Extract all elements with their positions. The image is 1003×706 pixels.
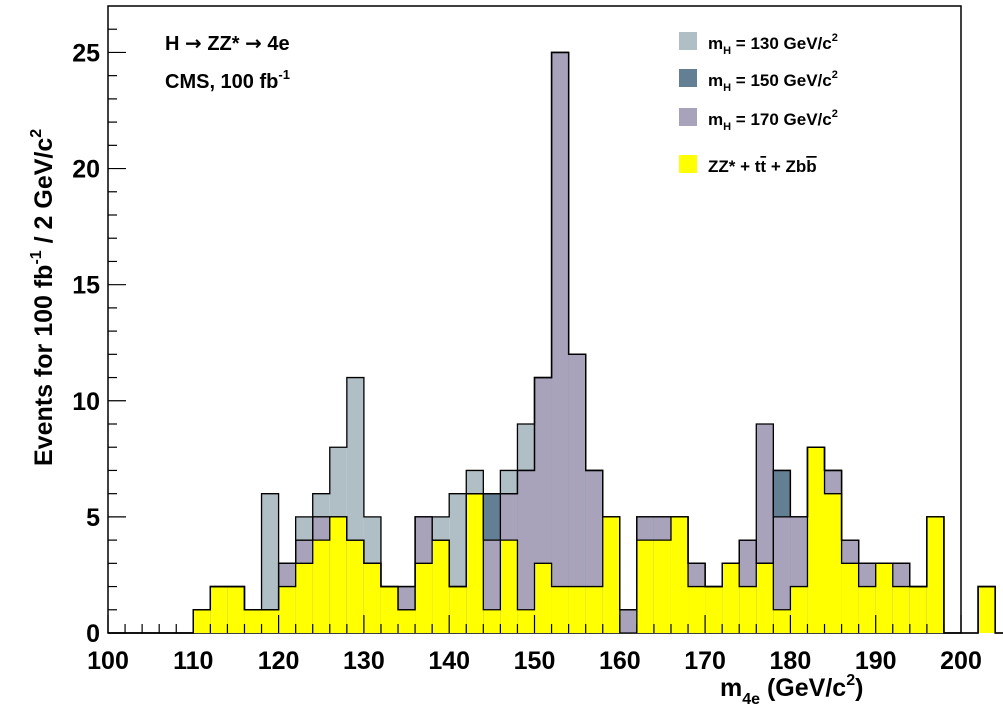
- x-tick-label: 160: [599, 647, 641, 675]
- legend-label-bkg: ZZ* + tt + Zbb: [708, 157, 817, 176]
- x-tick-label: 110: [173, 647, 213, 675]
- bar-bkg-134: [398, 609, 416, 633]
- bar-bkg-182: [807, 447, 825, 633]
- legend-label-mh130: mH = 130 GeV/c2: [708, 32, 838, 57]
- legend-swatch-mh130: [679, 32, 697, 50]
- bar-mh170-154: [568, 354, 586, 633]
- bar-bkg-124: [312, 540, 330, 633]
- bar-bkg-122: [295, 563, 313, 633]
- x-tick-label: 200: [940, 647, 982, 675]
- bar-bkg-202: [978, 586, 996, 633]
- bar-bkg-166: [670, 516, 689, 633]
- axes-ticks: [107, 28, 962, 634]
- bar-bkg-176: [756, 563, 774, 633]
- bar-mh170-152: [551, 52, 569, 633]
- bar-bkg-114: [227, 586, 245, 633]
- bar-bkg-138: [432, 540, 450, 633]
- bar-bkg-132: [380, 586, 399, 633]
- step-outline-mh170: [108, 51, 1003, 634]
- legend: mH = 130 GeV/c2 mH = 150 GeV/c2 mH = 170 G…: [679, 32, 838, 176]
- bar-bkg-142: [466, 493, 484, 633]
- bar-bkg-168: [688, 586, 706, 633]
- y-tick-label: 20: [72, 156, 100, 184]
- bar-bkg-120: [278, 586, 296, 633]
- bar-bkg-178: [773, 609, 791, 633]
- bar-bkg-184: [824, 493, 842, 633]
- bar-bkg-180: [790, 586, 808, 633]
- x-tick-label: 190: [855, 647, 897, 675]
- bar-bkg-156: [585, 586, 603, 633]
- x-tick-label: 180: [770, 647, 812, 675]
- bar-bkg-118: [261, 609, 279, 633]
- bar-bkg-154: [568, 586, 586, 633]
- title-luminosity: CMS, 100 fb-1: [165, 67, 290, 93]
- bar-mh130-118: [261, 493, 279, 633]
- tick-labels: 100 110 120 130 140 150 160 170 180 190 200 0 5 10 15 2…: [72, 39, 982, 675]
- bar-bkg-150: [534, 563, 552, 633]
- bar-bkg-152: [551, 586, 569, 633]
- step-outline-bkg: [108, 446, 1003, 634]
- title-process: H → ZZ* → 4e: [165, 31, 290, 55]
- bar-bkg-174: [739, 586, 757, 633]
- y-tick-label: 10: [72, 388, 100, 416]
- x-tick-label: 150: [514, 647, 556, 675]
- bar-bkg-144: [483, 609, 501, 633]
- x-tick-label: 140: [428, 647, 470, 675]
- histogram-outline: [108, 51, 1003, 634]
- y-tick-label: 15: [72, 272, 100, 300]
- x-axis-label: m4e (GeV/c2): [720, 672, 863, 706]
- bar-bkg-112: [210, 586, 228, 633]
- x-tick-label: 170: [684, 647, 726, 675]
- bar-bkg-190: [875, 563, 893, 633]
- x-tick-label: 120: [258, 647, 300, 675]
- bar-bkg-128: [346, 540, 364, 633]
- y-tick-label: 0: [86, 620, 100, 648]
- bar-bkg-136: [415, 563, 433, 633]
- bar-bkg-110: [193, 609, 211, 633]
- y-tick-label: 25: [72, 39, 100, 67]
- bar-bkg-140: [449, 586, 467, 633]
- bar-bkg-130: [363, 563, 381, 633]
- y-tick-label: 5: [86, 504, 100, 532]
- bar-bkg-116: [244, 609, 262, 633]
- bar-mh170-178: [773, 516, 791, 633]
- bar-bkg-186: [841, 563, 859, 633]
- bar-bkg-146: [500, 540, 518, 633]
- legend-label-mh150: mH = 150 GeV/c2: [708, 69, 838, 94]
- bar-bkg-188: [858, 586, 876, 633]
- bar-bkg-164: [653, 540, 671, 633]
- x-tick-label: 100: [87, 647, 129, 675]
- bar-bkg-126: [329, 516, 347, 633]
- x-tick-label: 130: [343, 647, 385, 675]
- bar-bkg-158: [602, 516, 620, 633]
- bar-bkg-170: [705, 586, 723, 633]
- bar-mh170-160: [619, 609, 637, 633]
- bar-bkg-148: [517, 609, 535, 633]
- bar-bkg-162: [636, 540, 654, 633]
- legend-swatch-mh150: [679, 69, 697, 87]
- legend-swatch-mh170: [679, 108, 697, 126]
- histogram-bars: [193, 52, 996, 633]
- bar-bkg-172: [722, 563, 740, 633]
- y-axis-label: Events for 100 fb-1 / 2 GeV/c2: [28, 129, 58, 466]
- legend-label-mh170: mH = 170 GeV/c2: [708, 108, 838, 133]
- bar-bkg-194: [909, 586, 927, 633]
- legend-swatch-bkg: [679, 155, 697, 173]
- bar-bkg-196: [926, 516, 944, 633]
- bar-bkg-192: [892, 586, 910, 633]
- bar-mh170-148: [517, 470, 535, 633]
